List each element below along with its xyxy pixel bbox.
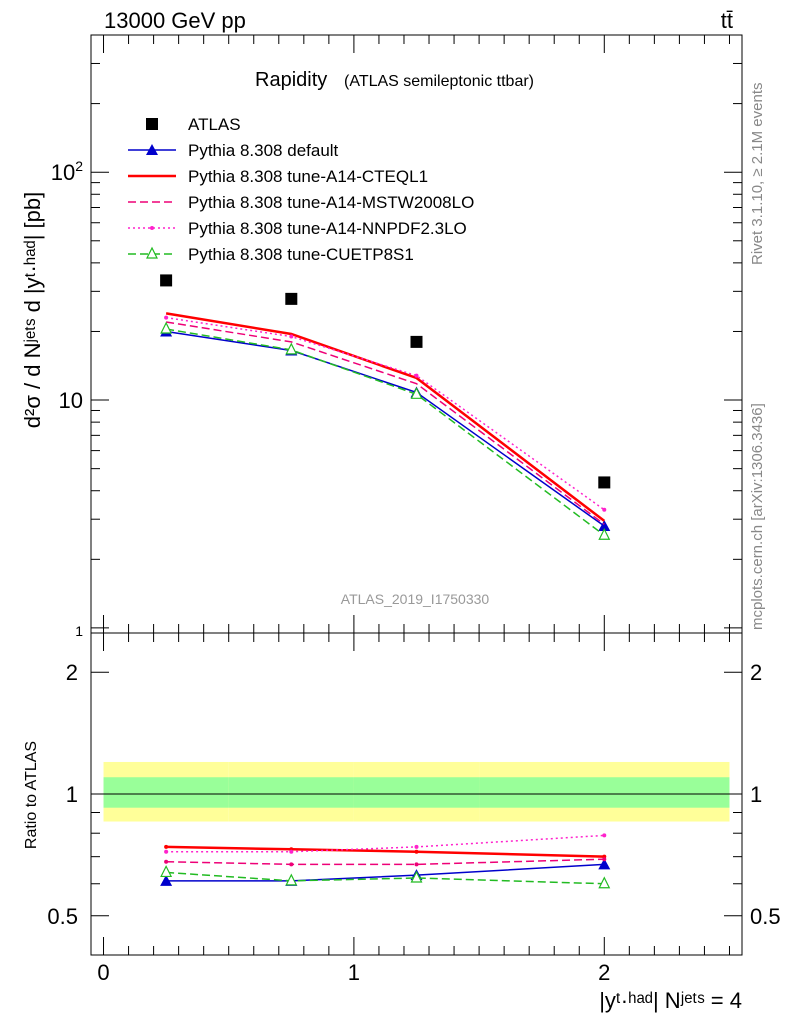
ratio-axis-ticks: 0.5 0.5 1 1 2 2 0 1 2 xyxy=(47,633,781,985)
series-line xyxy=(165,328,605,536)
data-point xyxy=(410,335,423,348)
ratio-point xyxy=(410,870,423,883)
legend-entry: Pythia 8.308 tune-A14-NNPDF2.3LO xyxy=(188,219,467,238)
x-tick-label: 1 xyxy=(348,960,360,985)
legend-marker xyxy=(150,226,154,230)
ratio-point xyxy=(164,844,169,849)
mc-point xyxy=(414,373,419,378)
x-tick-label: 0 xyxy=(97,960,109,985)
mc-point xyxy=(602,507,607,512)
mcplots-label: mcplots.cern.ch [arXiv:1306.3436] xyxy=(749,403,766,630)
ratio-point xyxy=(289,862,294,867)
ratio-point xyxy=(164,859,169,864)
legend-entry: Pythia 8.308 tune-A14-MSTW2008LO xyxy=(188,193,474,212)
series-line xyxy=(165,321,605,525)
uncertainty-band xyxy=(353,777,480,808)
main-subtitle: (ATLAS semileptonic ttbar) xyxy=(344,73,534,90)
series-line xyxy=(166,316,605,511)
main-series xyxy=(160,274,611,540)
ratio-point xyxy=(160,865,173,878)
legend-marker xyxy=(146,118,158,130)
ratio-y-tick-label-right: 1 xyxy=(750,782,762,807)
ratio-y-label: Ratio to ATLAS xyxy=(23,741,40,849)
ratio-point xyxy=(414,844,419,849)
ratio-point xyxy=(414,849,419,854)
process-label: tt̄ xyxy=(721,8,733,33)
ratio-panel: 0.5 0.5 1 1 2 2 0 1 2 Ratio to ATLAS |yᵗ·ʰᵃᵈ| Nʲ… xyxy=(23,632,781,1013)
legend-entry: Pythia 8.308 default xyxy=(188,141,339,160)
y-tick-label-exponent: 2 xyxy=(75,158,83,174)
series-line xyxy=(165,312,606,522)
ratio-y-tick-label-right: 0.5 xyxy=(750,904,781,929)
ratio-line xyxy=(166,871,605,885)
data-point xyxy=(285,292,298,305)
uncertainty-band xyxy=(228,777,354,808)
y-tick-label: 102 xyxy=(51,158,83,185)
data-point xyxy=(160,274,173,287)
ratio-point xyxy=(164,849,169,854)
ratio-y-tick-label: 1 xyxy=(66,782,78,807)
mc-point xyxy=(598,520,611,532)
ratio-point xyxy=(285,873,298,886)
ratio-y-tick-label-right: 2 xyxy=(750,660,762,685)
ratio-point xyxy=(602,857,607,862)
ratio-point xyxy=(414,862,419,867)
mc-point xyxy=(289,334,294,339)
main-axis-ticks: 1 10 102 xyxy=(51,34,742,639)
ratio-bands xyxy=(103,761,730,822)
mc-point xyxy=(164,315,169,320)
ratio-point xyxy=(598,858,611,870)
rivet-label: Rivet 3.1.10, ≥ 2.1M events xyxy=(749,83,766,266)
mc-point xyxy=(598,527,611,540)
y-axis-label: d²σ / d Nʲᵉᵗˢ d |yᵗ·ʰᵃᵈ| [pb] xyxy=(20,192,45,428)
ratio-y-tick-label: 2 xyxy=(66,660,78,685)
ratio-point xyxy=(289,849,294,854)
y-tick-label: 10 xyxy=(59,388,83,413)
watermark: ATLAS_2019_I1750330 xyxy=(341,591,490,607)
data-point xyxy=(598,476,611,489)
main-title: Rapidity xyxy=(255,69,327,91)
series-line xyxy=(166,330,605,527)
mc-point xyxy=(160,321,173,334)
ratio-y-tick-label: 0.5 xyxy=(47,904,78,929)
mc-point xyxy=(410,386,423,399)
legend-marker xyxy=(146,246,158,259)
y-tick-label: 1 xyxy=(75,623,83,639)
ratio-point xyxy=(602,833,607,838)
mc-point xyxy=(285,342,298,355)
ratio-line xyxy=(166,845,605,858)
uncertainty-band xyxy=(103,777,229,808)
x-tick-label: 2 xyxy=(598,960,610,985)
uncertainty-band xyxy=(479,777,730,808)
legend-marker xyxy=(146,144,158,155)
legend: ATLAS Pythia 8.308 default Pythia 8.308 tu… xyxy=(128,115,474,264)
ratio-point xyxy=(160,874,173,886)
ratio-point xyxy=(598,876,611,889)
legend-entry: Pythia 8.308 tune-CUETP8S1 xyxy=(188,245,414,264)
ratio-series xyxy=(160,833,611,889)
legend-entry: ATLAS xyxy=(188,115,241,134)
ratio-line xyxy=(166,858,605,866)
ratio-line xyxy=(166,863,605,882)
legend-entry: Pythia 8.308 tune-A14-CTEQL1 xyxy=(188,167,428,186)
main-panel: 1 10 102 Rapidity (ATLAS semileptonic ttba… xyxy=(20,34,743,639)
x-axis-label: |yᵗ·ʰᵃᵈ| Nʲᵉᵗˢ = 4 xyxy=(599,988,742,1013)
energy-label: 13000 GeV pp xyxy=(104,8,246,33)
